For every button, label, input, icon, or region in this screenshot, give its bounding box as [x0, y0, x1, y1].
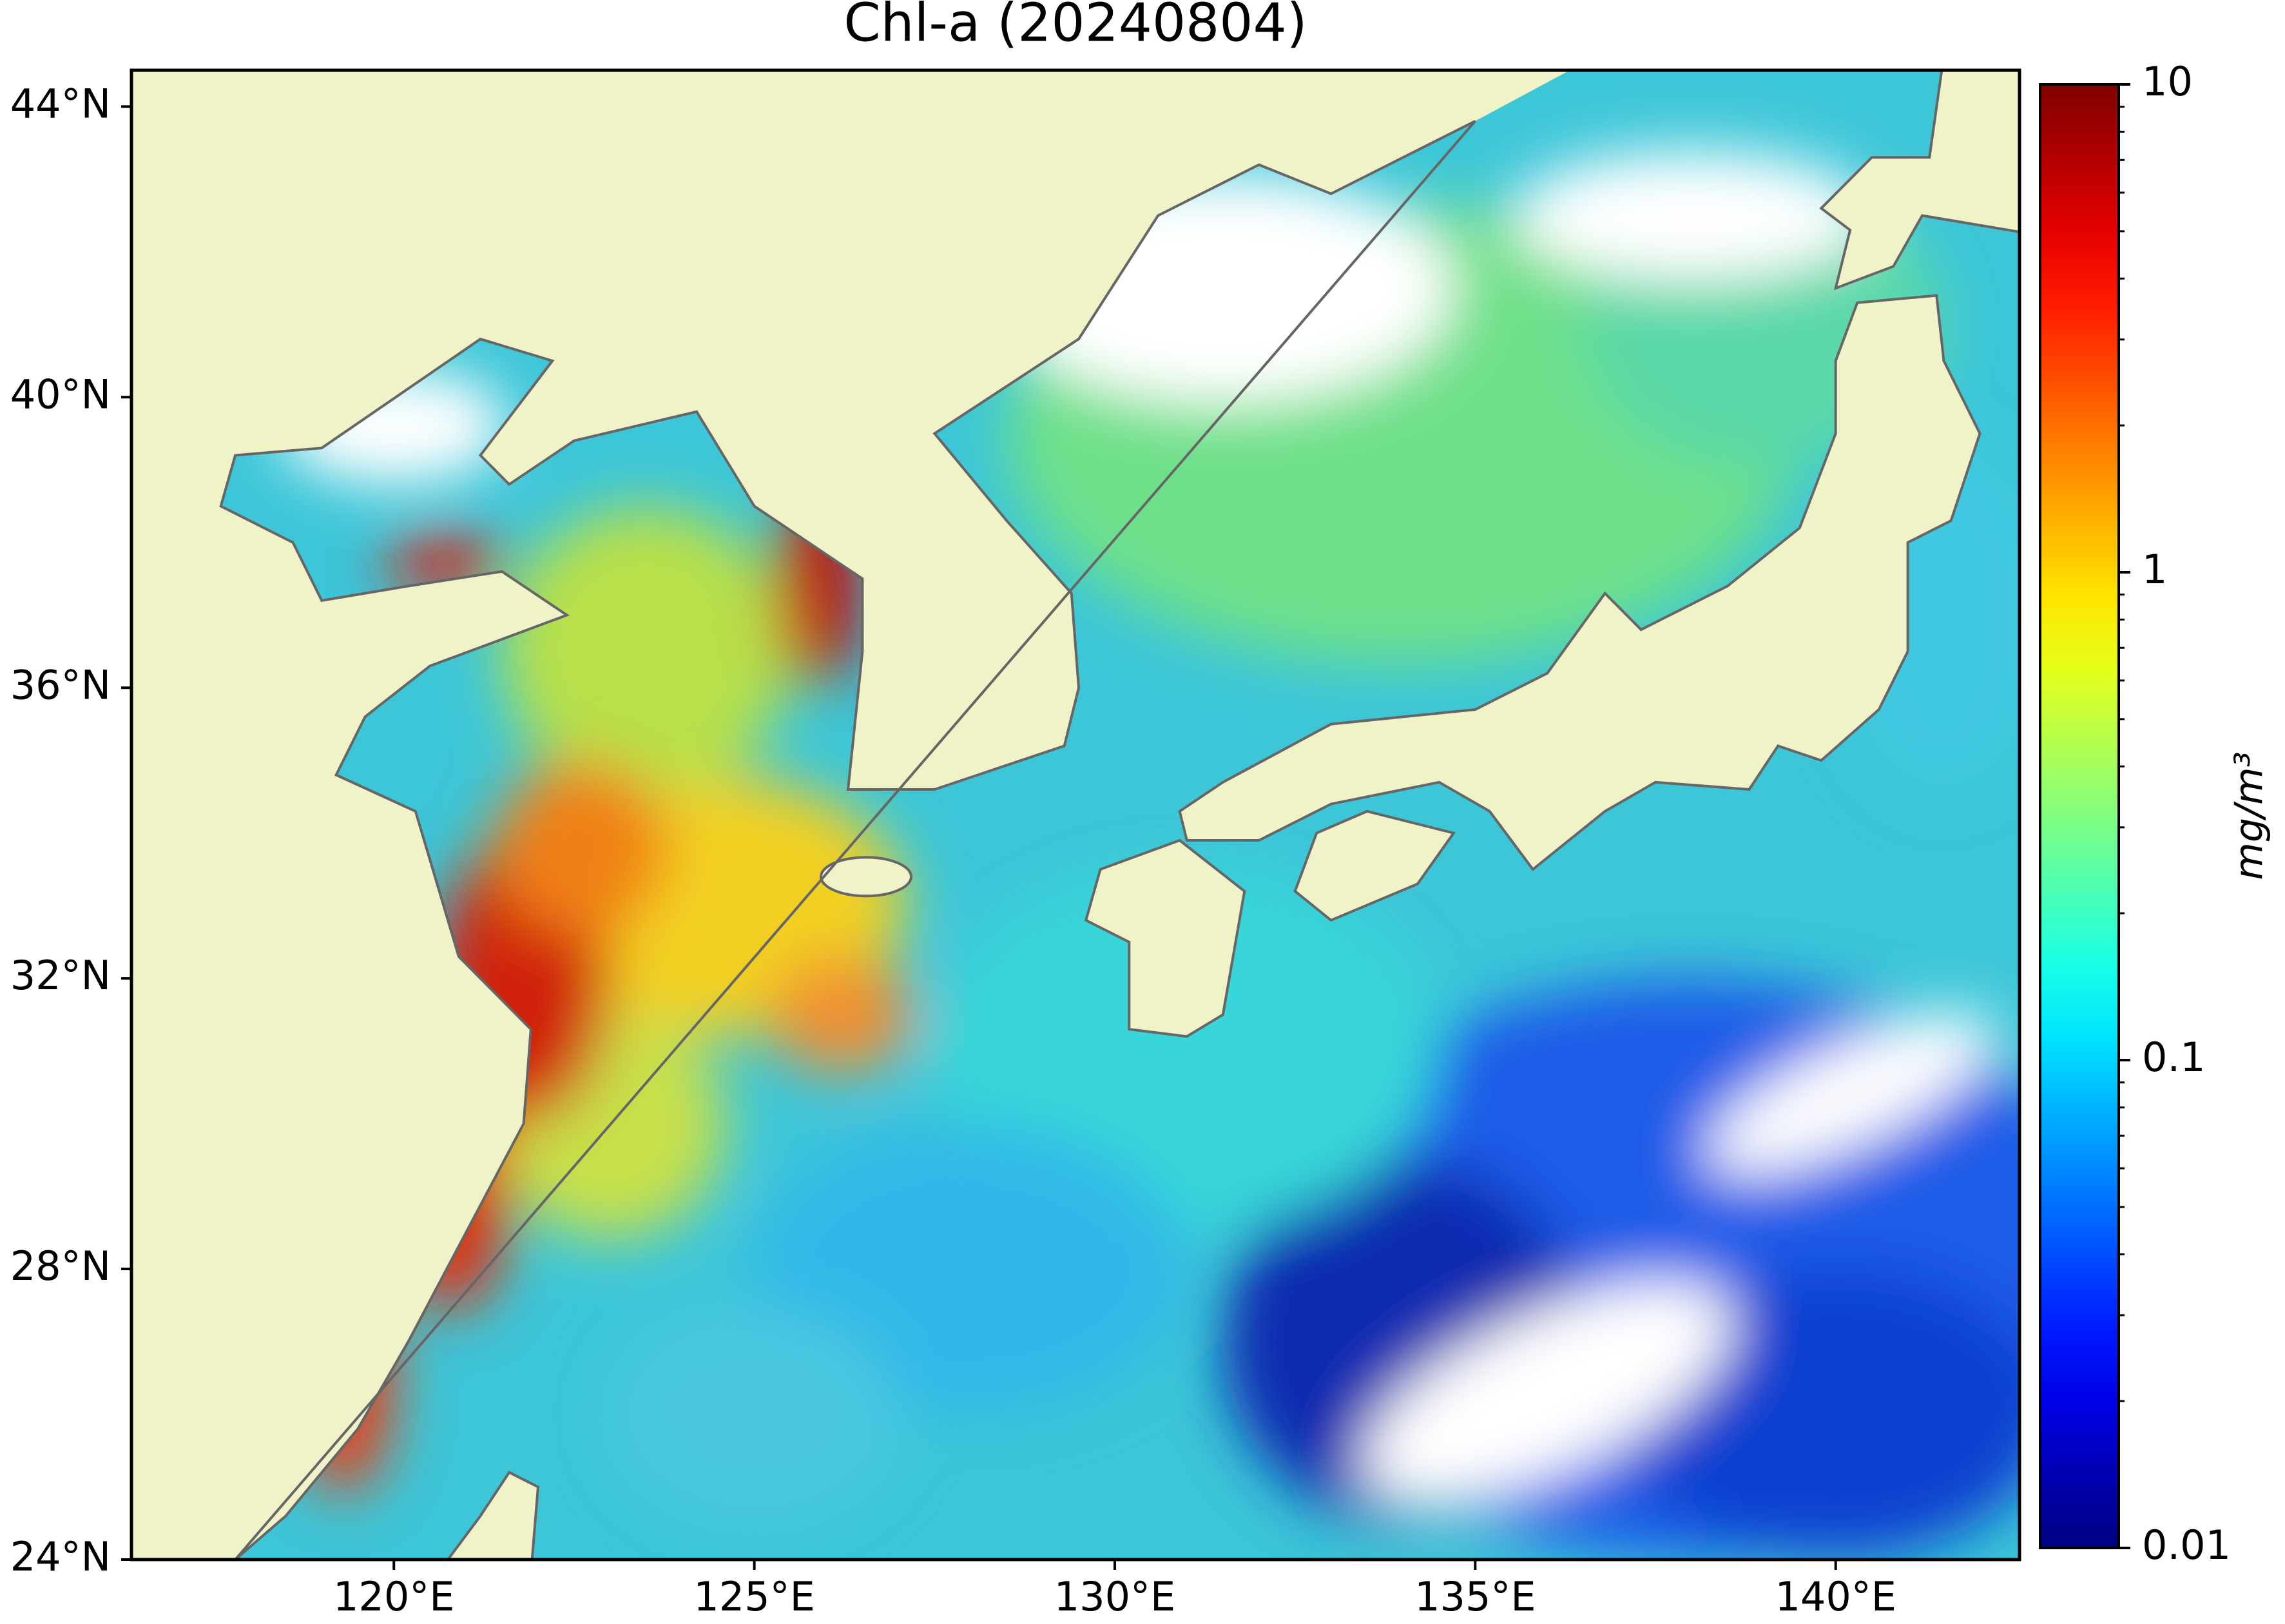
chlorophyll-patch: [1704, 1013, 1996, 1176]
chlorophyll-patch: [1361, 1281, 1734, 1505]
coastline: [219, 120, 1476, 1560]
x-tick-label: 125°E: [693, 1573, 815, 1620]
map-title: Chl-a (20240804): [844, 0, 1307, 53]
map-layer: [219, 70, 2020, 1560]
land: [1178, 294, 1981, 871]
y-tick-label: 24°N: [10, 1533, 111, 1580]
x-tick-label: 120°E: [333, 1573, 455, 1620]
land: [1819, 70, 2020, 291]
y-tick-label: 28°N: [10, 1242, 111, 1290]
chlorophyll-patch: [494, 760, 668, 934]
land: [1293, 809, 1456, 922]
map-frame: [130, 68, 2021, 1561]
chlorophyll-field: [278, 150, 2020, 1559]
land: [446, 1471, 540, 1560]
chlorophyll-patch: [768, 956, 913, 1073]
chlorophyll-patch: [501, 507, 791, 796]
chlorophyll-blobs: [278, 150, 2020, 1559]
x-tick-label: 140°E: [1775, 1573, 1896, 1620]
colorbar-tick-label: 10: [2142, 58, 2193, 105]
colorbar-tick-label: 0.01: [2142, 1522, 2231, 1569]
y-tick-label: 36°N: [10, 661, 111, 708]
x-tick-label: 135°E: [1414, 1573, 1536, 1620]
y-tick-label: 44°N: [10, 80, 111, 127]
y-tick-label: 32°N: [10, 952, 111, 999]
colorbar-label: mg/m³: [2227, 751, 2272, 880]
colorbar: [2040, 84, 2119, 1548]
chlorophyll-patch: [610, 1306, 899, 1523]
colorbar-tick-label: 1: [2142, 546, 2167, 593]
colorbar-frame: [2039, 83, 2120, 1549]
chlorophyll-patch: [1510, 150, 1872, 281]
x-tick-label: 130°E: [1054, 1573, 1176, 1620]
land: [820, 856, 913, 898]
land: [1084, 838, 1246, 1038]
colorbar-tick-label: 0.1: [2142, 1034, 2206, 1081]
chlorophyll-patch: [754, 1125, 1188, 1414]
y-tick-label: 40°N: [10, 371, 111, 418]
